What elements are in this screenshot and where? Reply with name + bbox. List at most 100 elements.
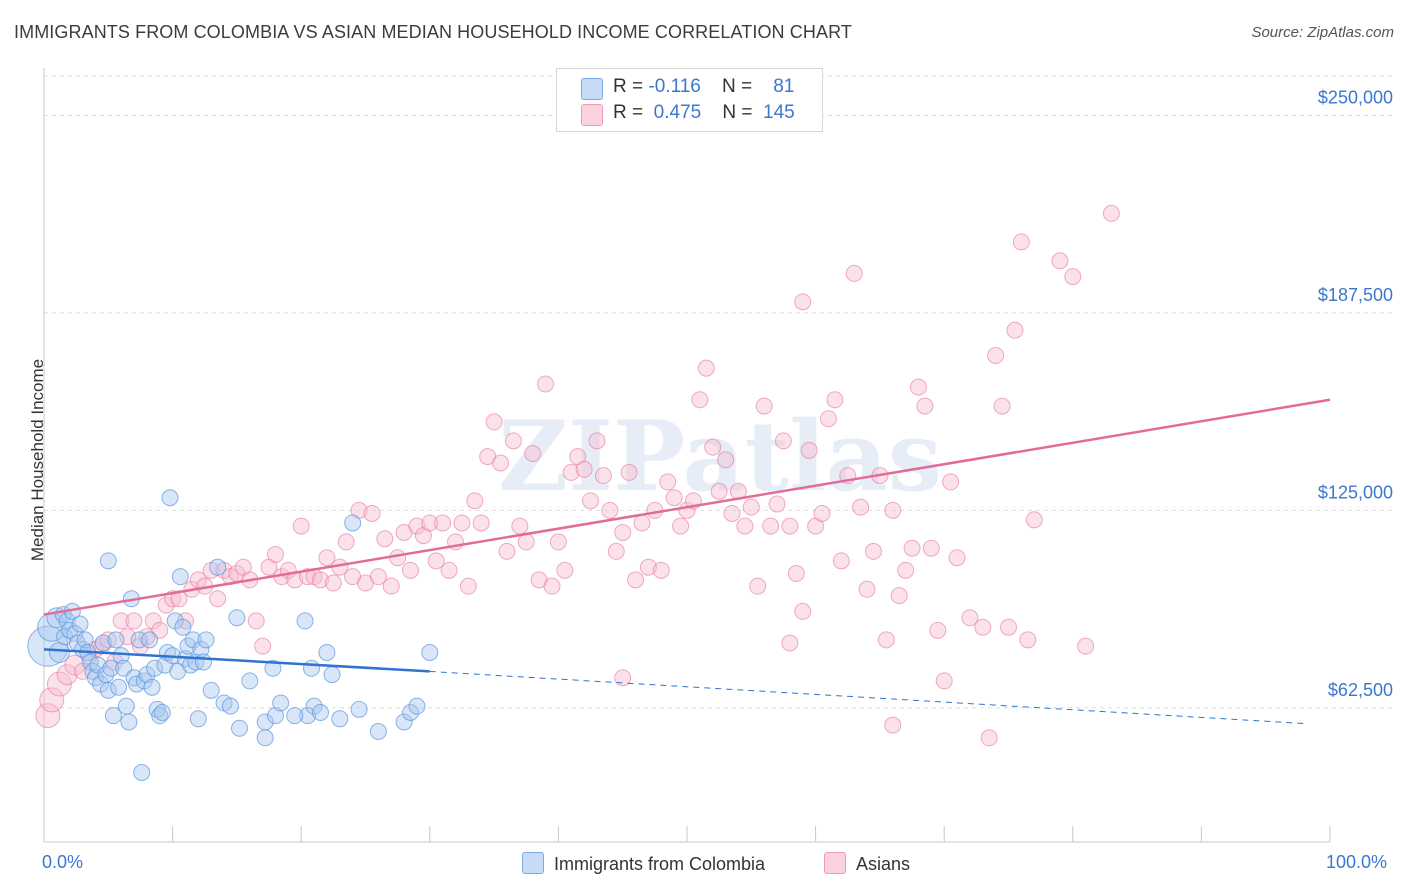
colombia-point (296, 612, 314, 630)
asians-point (524, 444, 542, 462)
colombia-point (140, 631, 158, 649)
y-tick-label-3: $250,000 (1318, 87, 1393, 107)
asians-point (852, 498, 870, 516)
asians-point (434, 514, 452, 532)
colombia-point (107, 631, 125, 649)
colombia-point (286, 707, 304, 725)
asians-point (864, 542, 882, 560)
asians-point (774, 432, 792, 450)
asians-point (209, 590, 227, 608)
asians-point (800, 441, 818, 459)
asians-point (884, 501, 902, 519)
colombia-point (58, 612, 76, 630)
colombia-point (266, 707, 284, 725)
asians-point (575, 460, 593, 478)
asians-point (697, 359, 715, 377)
asians-point (504, 432, 522, 450)
asians-point (376, 530, 394, 548)
asians-point (659, 473, 677, 491)
asians-point (607, 542, 625, 560)
colombia-point (344, 514, 362, 532)
colombia-point (110, 678, 128, 696)
asians-point (382, 577, 400, 595)
colombia-point (305, 697, 323, 715)
asians-point (1019, 631, 1037, 649)
asians-point (292, 517, 310, 535)
asians-point (324, 574, 342, 592)
asians-point (749, 577, 767, 595)
asians-point (845, 264, 863, 282)
asians-point (421, 514, 439, 532)
asians-point (794, 293, 812, 311)
asians-point (819, 410, 837, 428)
colombia-point (202, 681, 220, 699)
asians-point (961, 609, 979, 627)
asians-point (723, 504, 741, 522)
asians-point (890, 587, 908, 605)
trend-lines (43, 398, 1331, 725)
colombia-point (76, 631, 94, 649)
colombia-point (171, 568, 189, 586)
colombia-point (61, 621, 79, 639)
colombia-point (112, 647, 130, 665)
colombia-point (120, 713, 138, 731)
asians-point (601, 501, 619, 519)
asians-point (762, 517, 780, 535)
asians-point (466, 492, 484, 510)
asians-point (459, 577, 477, 595)
asians-points (35, 204, 1120, 747)
asians-point (614, 523, 632, 541)
asians-point (39, 687, 65, 713)
colombia-trend-extension (429, 670, 1305, 725)
asians-point (781, 517, 799, 535)
legend-r-value: -0.116 (648, 76, 701, 97)
colombia-point (402, 703, 420, 721)
asians-point (646, 501, 664, 519)
asians-point (549, 533, 567, 551)
asians-point (266, 546, 284, 564)
colombia-point (102, 659, 120, 677)
colombia-point (408, 697, 426, 715)
x-tick-label-end: 100.0% (1326, 852, 1388, 872)
bottom-legend-swatch-asians (824, 852, 846, 874)
chart-title: IMMIGRANTS FROM COLOMBIA VS ASIAN MEDIAN… (14, 22, 852, 42)
asians-point (1102, 204, 1120, 222)
asians-point (639, 558, 657, 576)
legend-swatch-colombia (581, 78, 603, 100)
asians-point (897, 561, 915, 579)
colombia-point (133, 764, 151, 782)
asians-point (993, 397, 1011, 415)
colombia-point (350, 700, 368, 718)
asians-point (363, 504, 381, 522)
asians-point (980, 729, 998, 747)
asians-point (832, 552, 850, 570)
asians-point (742, 498, 760, 516)
asians-point (556, 561, 574, 579)
colombia-point (421, 643, 439, 661)
asians-point (691, 391, 709, 409)
asians-point (948, 549, 966, 567)
colombia-point (143, 678, 161, 696)
asians-point (1012, 233, 1030, 251)
asians-point (408, 517, 426, 535)
asians-point (858, 580, 876, 598)
colombia-point (48, 641, 70, 663)
colombia-point (99, 552, 117, 570)
colombia-point (264, 659, 282, 677)
colombia-point (209, 558, 227, 576)
legend-n-value: 145 (763, 102, 795, 123)
legend-r-label: R = (613, 76, 644, 97)
asians-point (427, 552, 445, 570)
bottom-legend-swatch-colombia (522, 852, 544, 874)
colombia-point (221, 697, 239, 715)
asians-point (987, 347, 1005, 365)
asians-point (543, 577, 561, 595)
asians-point (1000, 618, 1017, 636)
y-tick-label-2: $187,500 (1318, 285, 1393, 305)
asians-point (935, 672, 953, 690)
asians-point (511, 517, 529, 535)
y-tick-label-0: $62,500 (1328, 680, 1393, 700)
asians-point (588, 432, 606, 450)
colombia-point (74, 640, 92, 658)
colombia-point (189, 710, 207, 728)
